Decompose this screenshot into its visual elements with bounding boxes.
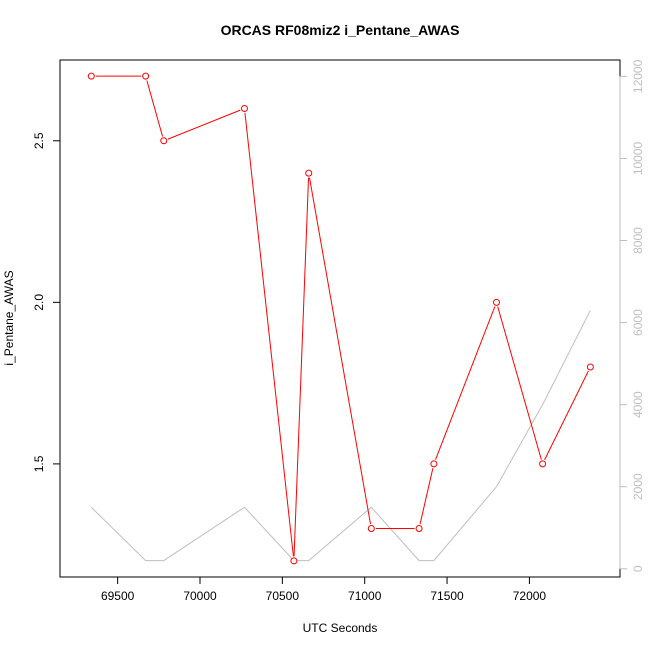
series-line-segment (167, 109, 241, 140)
series-line-segment (293, 177, 310, 557)
series-layer (87, 72, 594, 565)
y2-tick-label: 6000 (631, 309, 645, 336)
y2-axis: 0 2000 4000 6000 8000 10000 12000 (619, 59, 645, 572)
data-point (415, 525, 423, 533)
data-point (305, 169, 313, 177)
data-point (367, 525, 375, 533)
series-line-segment (435, 306, 496, 460)
x-tick-label: 71500 (430, 589, 464, 603)
y-tick-label: 2.5 (32, 132, 46, 149)
y2-tick-label: 10000 (631, 141, 645, 175)
data-point (492, 298, 500, 306)
x-axis: 69500 70000 70500 71000 71500 72000 (101, 576, 547, 603)
series-line-segment (244, 112, 294, 557)
data-point (240, 104, 248, 112)
series-line-segment (419, 468, 434, 525)
secondary-series-line (90, 310, 591, 562)
data-point (586, 363, 594, 371)
series-line-segment (146, 80, 164, 137)
data-point (160, 137, 168, 145)
x-axis-label: UTC Seconds (303, 621, 378, 635)
y2-tick-label: 0 (631, 565, 645, 572)
y-axis: 1.5 2.0 2.5 (32, 132, 61, 472)
y-axis-label: i_Pentane_AWAS (2, 270, 16, 365)
y2-tick-label: 2000 (631, 473, 645, 500)
data-point (142, 72, 150, 80)
y-tick-label: 2.0 (32, 294, 46, 311)
data-point (539, 460, 547, 468)
series-line-segment (308, 177, 372, 525)
series-line-segment (497, 306, 542, 460)
plot-frame (59, 59, 621, 578)
y-tick-label: 1.5 (32, 455, 46, 472)
y2-tick-label: 4000 (631, 391, 645, 418)
y2-tick-label: 8000 (631, 227, 645, 254)
x-tick-label: 69500 (101, 589, 135, 603)
x-tick-label: 70000 (183, 589, 217, 603)
data-point (87, 72, 95, 80)
x-tick-label: 72000 (513, 589, 547, 603)
data-point (290, 557, 298, 565)
x-tick-label: 70500 (266, 589, 300, 603)
series-line-segment (544, 370, 589, 461)
x-tick-label: 71000 (348, 589, 382, 603)
chart-title: ORCAS RF08miz2 i_Pentane_AWAS (221, 22, 460, 38)
y2-tick-label: 12000 (631, 59, 645, 93)
data-point (430, 460, 438, 468)
